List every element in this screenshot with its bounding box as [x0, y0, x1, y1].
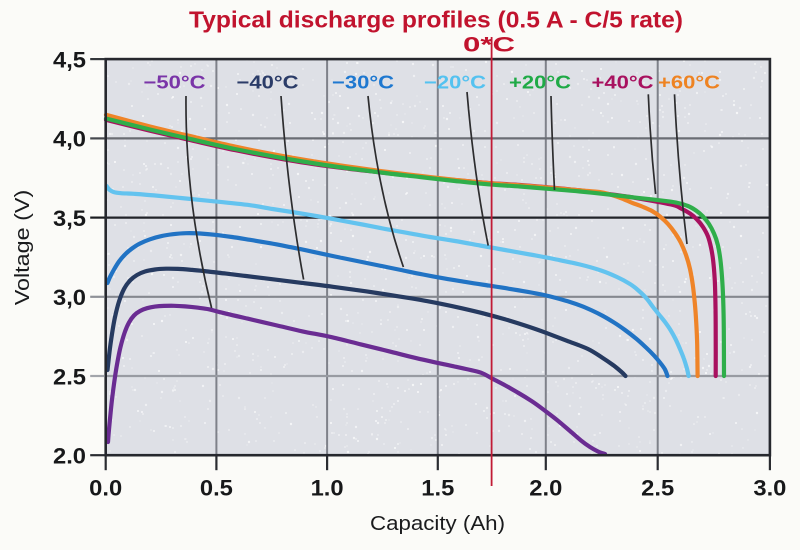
svg-text:+40°C: +40°C	[592, 72, 654, 93]
svg-text:Capacity (Ah): Capacity (Ah)	[370, 513, 505, 535]
svg-text:3.0: 3.0	[753, 476, 786, 501]
svg-text:4,5: 4,5	[53, 47, 86, 72]
svg-text:1.0: 1.0	[311, 476, 344, 501]
svg-text:+60°C: +60°C	[658, 72, 720, 93]
svg-text:2.5: 2.5	[641, 476, 674, 501]
svg-text:3,0: 3,0	[53, 285, 86, 310]
svg-text:+20°C: +20°C	[509, 72, 571, 93]
svg-text:−40°C: −40°C	[237, 72, 299, 93]
svg-text:3,5: 3,5	[53, 206, 86, 231]
svg-text:0.5: 0.5	[200, 476, 233, 501]
svg-text:2.5: 2.5	[53, 364, 86, 389]
svg-text:2.0: 2.0	[529, 476, 562, 501]
svg-text:Typical discharge profiles (0.: Typical discharge profiles (0.5 A - C/5 …	[189, 7, 683, 33]
svg-text:0.0: 0.0	[89, 476, 122, 501]
svg-text:Voltage (V): Voltage (V)	[12, 190, 34, 306]
svg-text:−50°C: −50°C	[144, 72, 206, 93]
svg-text:2.0: 2.0	[53, 444, 86, 469]
svg-text:4,0: 4,0	[53, 127, 86, 152]
svg-text:−20°C: −20°C	[424, 72, 486, 93]
svg-text:1.5: 1.5	[421, 476, 454, 501]
svg-text:−30°C: −30°C	[332, 72, 394, 93]
svg-text:0*C: 0*C	[463, 34, 515, 57]
